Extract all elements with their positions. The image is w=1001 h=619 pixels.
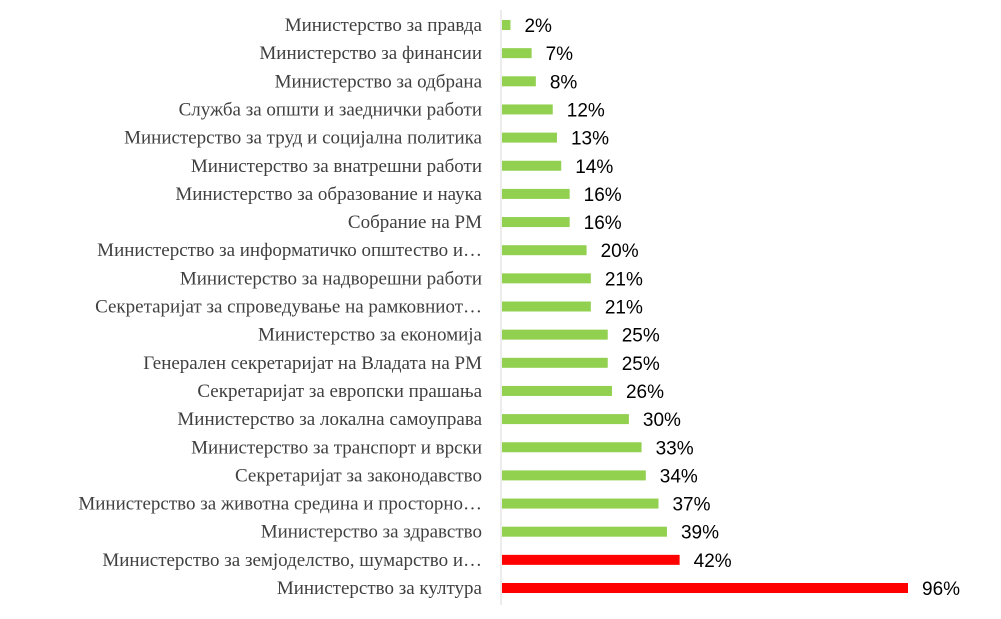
- bar-19: [502, 526, 667, 537]
- bar-3: [502, 76, 536, 87]
- bar-15: [502, 414, 629, 425]
- bar-11: [502, 301, 591, 312]
- value-label: 96%: [922, 579, 960, 600]
- value-label: 37%: [672, 495, 710, 516]
- bar-9: [502, 245, 587, 256]
- value-label: 21%: [605, 269, 643, 290]
- bar-13: [502, 357, 608, 368]
- value-label: 42%: [694, 551, 732, 572]
- category-label: Министерство за култура: [277, 578, 483, 599]
- category-label: Секретаријат за спроведување на рамковни…: [95, 297, 482, 318]
- category-label: Служба за општи и заеднички работи: [179, 99, 482, 120]
- value-label: 39%: [681, 523, 719, 544]
- value-label: 7%: [546, 44, 574, 65]
- category-label: Министерство за надворешни работи: [180, 268, 482, 289]
- category-label: Министерство за одбрана: [275, 71, 483, 92]
- bar-16: [502, 442, 642, 453]
- value-label: 16%: [584, 185, 622, 206]
- bar-10: [502, 273, 591, 284]
- category-label: Министерство за финансии: [259, 43, 482, 64]
- category-label: Министерство за правда: [285, 15, 483, 36]
- bar-18: [502, 498, 659, 509]
- value-label: 12%: [567, 100, 605, 121]
- bar-14: [502, 385, 612, 396]
- value-label: 26%: [626, 382, 664, 403]
- value-label: 8%: [550, 72, 578, 93]
- category-label: Министерство за образование и наука: [175, 184, 482, 205]
- value-label: 13%: [571, 129, 609, 150]
- value-labels-group: 2% 7% 8% 12% 13% 14% 16% 16% 20% 21% 21% 25% 25% 26% 3…: [524, 16, 960, 600]
- value-label: 20%: [601, 241, 639, 262]
- category-label: Министерство за труд и социјална политик…: [124, 128, 482, 149]
- category-label: Министерство за здравство: [261, 522, 482, 543]
- bar-2: [502, 48, 532, 59]
- bar-12: [502, 329, 608, 340]
- bar-7: [502, 188, 570, 199]
- category-label: Министерство за транспорт и врски: [191, 437, 482, 458]
- category-label: Министерство за економија: [258, 325, 483, 346]
- category-label: Министерство за животна средина и просто…: [78, 494, 482, 515]
- category-label: Министерство за локална самоуправа: [177, 409, 482, 430]
- category-label: Секретаријат за европски прашања: [197, 381, 482, 402]
- bar-17: [502, 470, 646, 481]
- category-labels-group: Министерство за правда Министерство за фи…: [78, 15, 482, 599]
- bar-1: [502, 20, 511, 30]
- bar-6: [502, 160, 562, 171]
- category-label: Генерален секретаријат на Владата на РМ: [143, 353, 482, 374]
- bar-5: [502, 132, 557, 143]
- bar-20: [502, 554, 680, 565]
- category-label: Секретаријат за законодавство: [235, 465, 482, 486]
- value-label: 21%: [605, 298, 643, 319]
- value-label: 25%: [622, 326, 660, 347]
- category-label: Министерство за внатрешни работи: [191, 156, 482, 177]
- value-label: 14%: [575, 157, 613, 178]
- bar-21: [502, 583, 908, 593]
- value-label: 16%: [584, 213, 622, 234]
- value-label: 30%: [643, 410, 681, 431]
- category-label: Министерство за земјоделство, шумарство …: [102, 550, 482, 571]
- bar-4: [502, 104, 553, 115]
- value-label: 25%: [622, 354, 660, 375]
- category-label: Министерство за информатичко општество и…: [97, 240, 482, 261]
- value-label: 2%: [524, 16, 552, 37]
- bar-8: [502, 217, 570, 228]
- category-label: Собрание на РМ: [348, 212, 482, 233]
- value-label: 34%: [660, 466, 698, 487]
- value-label: 33%: [656, 438, 694, 459]
- bars-group: [502, 20, 908, 593]
